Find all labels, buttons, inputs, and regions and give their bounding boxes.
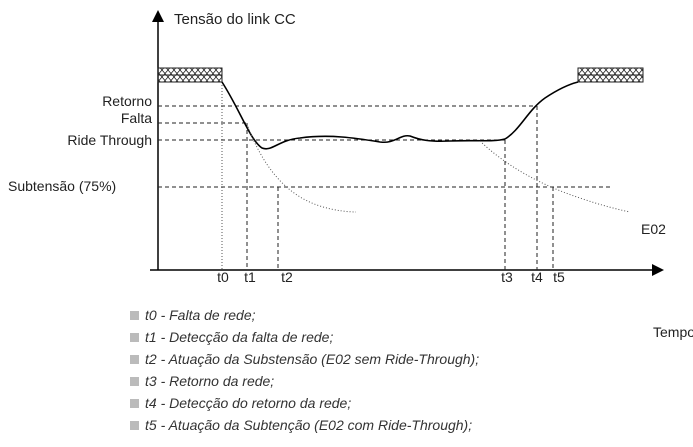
x-axis-label: Tempo (653, 324, 693, 340)
curve-label: E02 (641, 221, 666, 237)
legend-item: t4 - Detecção do retorno da rede; (145, 395, 351, 411)
time-label: t5 (553, 269, 565, 285)
legend-item: t2 - Atuação da Substensão (E02 sem Ride… (145, 351, 479, 367)
legend-item: t1 - Detecção da falta de rede; (145, 329, 333, 345)
time-label: t4 (531, 269, 543, 285)
time-label: t3 (501, 269, 513, 285)
bullet (130, 311, 139, 320)
y-axis-label: Tensão do link CC (174, 11, 296, 28)
time-label: t0 (217, 269, 229, 285)
legend: t0 - Falta de rede; t1 - Detecção da fal… (130, 307, 479, 433)
bullet (130, 399, 139, 408)
decay-curve (479, 140, 631, 213)
bullet (130, 355, 139, 364)
level-label: Retorno (102, 93, 152, 109)
voltage-curve (221, 81, 579, 150)
level-label: Subtensão (75%) (8, 178, 116, 194)
decay-curve (246, 123, 357, 213)
level-label: Ride Through (67, 132, 152, 148)
legend-item: t0 - Falta de rede; (145, 307, 256, 323)
level-label: Falta (121, 110, 152, 126)
time-label: t2 (281, 269, 293, 285)
time-label: t1 (244, 269, 256, 285)
bullet (130, 333, 139, 342)
bullet (130, 377, 139, 386)
legend-item: t5 - Atuação da Subtenção (E02 com Ride-… (145, 417, 472, 433)
bullet (130, 421, 139, 430)
legend-item: t3 - Retorno da rede; (145, 373, 274, 389)
